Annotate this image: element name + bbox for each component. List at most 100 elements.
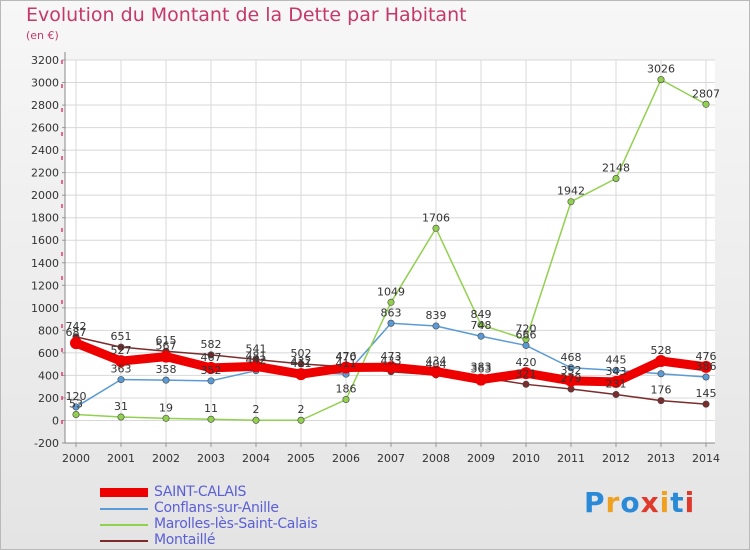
series-point-2 <box>477 321 485 329</box>
series-point-2 <box>342 396 350 404</box>
series-point-2 <box>387 298 395 306</box>
data-label: 11 <box>204 402 218 415</box>
logo-letter: i <box>684 486 696 519</box>
data-label: 2 <box>253 403 260 416</box>
y-tick-label: 2600 <box>31 122 59 135</box>
series-point-1 <box>612 366 620 374</box>
logo-letter: o <box>620 486 641 519</box>
logo-letter: r <box>605 486 621 519</box>
data-label: 839 <box>426 309 447 322</box>
data-label: 476 <box>696 350 717 363</box>
data-label: 358 <box>156 363 177 376</box>
data-label: 748 <box>471 319 492 332</box>
x-tick-label: 2012 <box>602 452 630 465</box>
data-label: 432 <box>291 355 312 368</box>
legend-swatch-saint-calais <box>100 488 148 497</box>
legend-label-marolles: Marolles-lès-Saint-Calais <box>154 516 318 532</box>
data-label: 120 <box>66 390 87 403</box>
data-label: 527 <box>111 344 132 357</box>
series-point-1 <box>432 322 440 330</box>
series-point-2 <box>567 198 575 206</box>
y-tick-label: 400 <box>38 369 59 382</box>
series-point-2 <box>522 335 530 343</box>
series-point-3 <box>117 343 125 351</box>
series-point-1 <box>72 403 80 411</box>
series-point-2 <box>72 411 80 419</box>
chart-subtitle: (en €) <box>26 29 59 42</box>
y-tick-label: 2800 <box>31 99 59 112</box>
y-tick-label: 1800 <box>31 212 59 225</box>
legend-label-montaille: Montaillé <box>154 532 216 548</box>
series-point-1 <box>567 364 575 372</box>
series-point-2 <box>297 416 305 424</box>
legend-item-conflans: Conflans-sur-Anille <box>100 500 400 516</box>
series-point-2 <box>432 224 440 232</box>
series-point-0 <box>160 350 172 363</box>
series-point-0 <box>565 374 577 387</box>
series-point-1 <box>657 370 665 378</box>
series-point-3 <box>702 400 710 408</box>
series-point-1 <box>117 376 125 384</box>
data-label: 231 <box>606 377 627 390</box>
data-label: 863 <box>381 306 402 319</box>
data-label: 615 <box>156 334 177 347</box>
y-tick-label: 200 <box>38 392 59 405</box>
y-tick-label: 2000 <box>31 189 59 202</box>
data-label: 321 <box>516 367 537 380</box>
x-tick-label: 2005 <box>287 452 315 465</box>
series-point-0 <box>385 361 397 374</box>
data-label: 279 <box>561 372 582 385</box>
series-point-0 <box>655 354 667 367</box>
x-tick-label: 2006 <box>332 452 360 465</box>
series-point-3 <box>522 380 530 388</box>
legend-label-saint-calais: SAINT-CALAIS <box>154 484 247 500</box>
series-point-0 <box>430 365 442 378</box>
series-point-1 <box>522 341 530 349</box>
data-label: 3026 <box>647 63 675 76</box>
logo-letter: t <box>670 486 685 519</box>
data-label: 186 <box>336 383 357 396</box>
data-label: 363 <box>471 363 492 376</box>
data-label: 176 <box>651 384 672 397</box>
data-label: 19 <box>159 401 173 414</box>
series-point-0 <box>700 360 712 373</box>
legend: SAINT-CALAIS Conflans-sur-Anille Marolle… <box>100 484 400 548</box>
data-label: 2807 <box>692 87 720 100</box>
series-point-2 <box>702 100 710 108</box>
data-label: 687 <box>66 326 87 339</box>
series-point-2 <box>612 175 620 183</box>
y-tick-label: 1000 <box>31 302 59 315</box>
legend-swatch-marolles <box>100 524 148 526</box>
proxiti-logo: Proxiti <box>584 486 695 519</box>
data-label: 31 <box>114 400 128 413</box>
y-tick-label: 3200 <box>31 54 59 67</box>
series-point-2 <box>162 414 170 422</box>
data-label: 433 <box>381 355 402 368</box>
series-point-3 <box>612 390 620 398</box>
series-point-0 <box>340 361 352 374</box>
x-tick-label: 2013 <box>647 452 675 465</box>
series-point-2 <box>117 413 125 421</box>
data-label: 742 <box>66 320 87 333</box>
x-tick-label: 2004 <box>242 452 270 465</box>
data-label: 473 <box>381 350 402 363</box>
data-label: 2148 <box>602 162 630 175</box>
data-label: 481 <box>246 349 267 362</box>
data-label: 383 <box>471 360 492 373</box>
data-label: 1706 <box>422 211 450 224</box>
series-point-0 <box>295 368 307 381</box>
y-tick-label: 600 <box>38 347 59 360</box>
legend-swatch-montaille <box>100 540 148 542</box>
logo-letter: x <box>640 486 660 519</box>
legend-item-marolles: Marolles-lès-Saint-Calais <box>100 516 400 532</box>
series-point-1 <box>702 373 710 381</box>
series-point-0 <box>205 361 217 374</box>
series-point-0 <box>475 373 487 386</box>
series-point-3 <box>657 397 665 405</box>
data-label: 411 <box>291 357 312 370</box>
data-label: 1049 <box>377 285 405 298</box>
data-label: 502 <box>291 347 312 360</box>
x-tick-label: 2011 <box>557 452 585 465</box>
x-tick-label: 2014 <box>692 452 720 465</box>
